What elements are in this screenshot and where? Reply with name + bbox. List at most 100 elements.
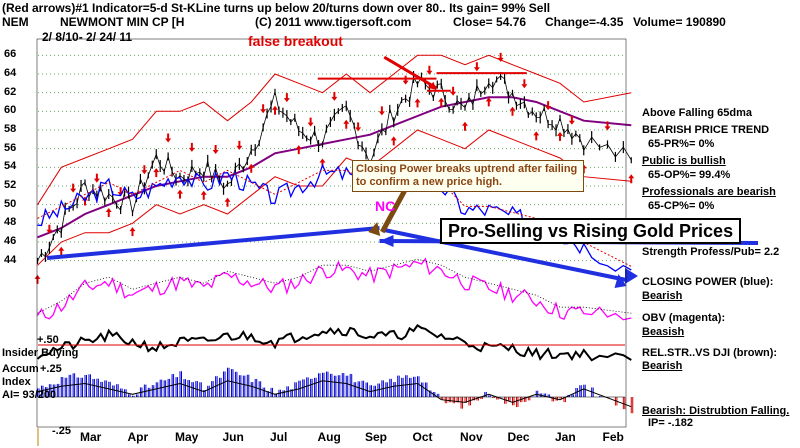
y-tick-62: 62 [4,85,17,98]
label-plus25: +.25 [40,363,62,375]
price-close-line [37,75,632,262]
sell-arrow-icon [545,101,552,111]
false-breakout-arrow-head-icon [427,81,437,90]
sell-arrow-icon [260,104,267,114]
nc-arrow-head-icon [368,222,381,236]
false-breakout-arrow [383,55,438,90]
index-label: Index [2,376,31,388]
sell-arrow-icon [473,62,480,72]
x-tick-may: May [175,430,199,444]
change-value: Change=-4.35 [545,15,624,29]
sell-arrow-icon [426,65,433,75]
buy-arrow-icon [319,158,326,168]
professionals-bearish: Professionals are bearish [642,186,776,198]
pr-value: 65-PR%= 0% [648,138,715,150]
sell-arrow-icon [165,133,172,143]
accum-ma-line [37,380,632,408]
sell-arrow-icon [141,165,148,175]
false-breakout-label: false breakout [248,33,343,49]
sell-arrow-icon [568,115,575,125]
sell-arrow-icon [307,117,314,127]
date-range: 2/ 8/10- 2/ 24/ 11 [42,30,133,44]
x-tick-oct: Oct [412,430,433,444]
insider-buying-label: Insider Buying [2,347,79,359]
y-tick-44: 44 [4,253,17,266]
closing-power-line [37,163,632,272]
sell-arrow-icon [188,142,195,152]
sell-arrow-icon [283,93,290,103]
obv-label: OBV (magenta): [642,312,726,324]
pro-selling-box: Pro-Selling vs Rising Gold Prices [440,218,742,244]
y-tick-58: 58 [4,123,17,135]
x-tick-jun: Jun [222,430,244,444]
x-tick-jan: Jan [555,430,576,444]
sell-arrow-icon [70,183,77,193]
cp-downtrend-line [383,228,627,282]
buy-arrow-icon [295,145,302,155]
closing-power-note: Closing Power breaks uptrend after faili… [352,160,584,192]
buy-arrow-icon [58,246,65,256]
buy-arrow-icon [390,136,397,146]
obv-line [36,257,632,321]
buy-arrow-icon [177,189,183,199]
buy-arrow-icon [485,97,492,107]
upper-band-line [37,54,632,205]
buy-arrow-icon [129,227,136,237]
nc-label: NC [375,198,396,214]
sell-arrow-icon [521,79,528,89]
cp-uptrend-line [46,226,380,260]
sell-arrow-icon [604,121,611,131]
relstr-state: Bearish [642,360,683,372]
ip-value: IP= -.182 [648,417,693,429]
x-tick-aug: Aug [317,430,341,444]
lower-band-line [37,129,632,266]
cp-pointer-icon [625,268,638,284]
relstr-label: REL.STR..VS DJI (brown): [642,347,778,359]
buy-arrow-icon [105,207,112,217]
close-value: Close= 54.76 [453,15,527,29]
buy-arrow-icon [248,163,255,173]
label-minus25: -.25 [52,425,71,437]
sell-arrow-icon [46,224,53,234]
y-tick-56: 56 [4,141,17,154]
sell-arrow-icon [212,145,219,155]
ai-value: AI= 93/200 [2,389,57,401]
label-plus50: +.50 [37,334,59,346]
buy-arrow-icon [438,97,445,107]
accum-label: Accum [2,363,39,375]
y-tick-52: 52 [4,179,17,191]
y-tick-46: 46 [4,235,17,247]
above-falling-dma: Above Falling 65dma [642,107,753,119]
buy-arrow-icon [272,105,278,115]
copyright: (C) 2011 www.tigersoft.com [255,15,412,29]
sell-arrow-icon [378,106,385,116]
strength-ratio: Strength Profess/Pub= 2.2 [642,246,780,258]
buy-arrow-icon [557,131,563,141]
sell-arrow-icon [355,122,362,132]
symbol-label: NEM [2,15,29,29]
y-tick-66: 66 [4,48,17,61]
obv-state: Beasish [642,326,685,338]
x-tick-mar: Mar [80,430,102,444]
x-tick-nov: Nov [460,430,483,444]
cp-downtrend-arrow-icon [614,274,627,288]
buy-arrow-icon [153,168,160,178]
sell-arrow-icon [450,86,457,96]
op-value: 65-OP%= 99.4% [648,169,731,181]
sell-arrow-icon [93,173,100,183]
buy-arrow-icon [628,174,635,184]
bearish-price-trend: BEARISH PRICE TREND [642,124,770,136]
cp-value: 65-CP%= 0% [648,200,715,212]
y-tick-64: 64 [4,67,17,79]
x-tick-dec: Dec [507,430,530,444]
public-bullish: Public is bullish [642,155,726,167]
y-tick-50: 50 [4,197,17,210]
sell-arrow-icon [497,52,504,62]
x-tick-feb: Feb [602,430,624,444]
y-tick-48: 48 [4,216,17,229]
sell-arrow-icon [236,140,243,150]
company-name: NEWMONT MIN CP [H [60,15,185,29]
buy-arrow-icon [414,98,421,108]
sell-arrow-icon [402,75,409,85]
